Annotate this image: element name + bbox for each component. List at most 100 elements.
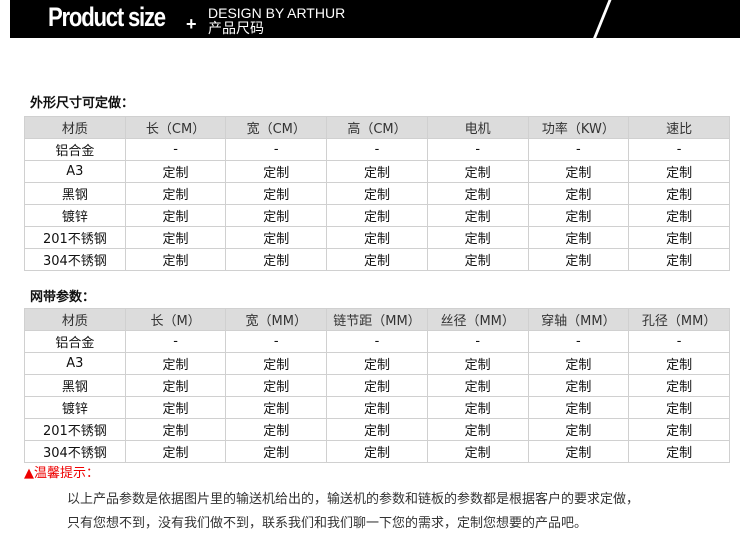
column-header: 功率（KW） [527,116,630,139]
column-header: 材质 [24,116,126,139]
table-cell: 定制 [326,396,428,419]
table-cell: 201不锈钢 [24,418,126,441]
table-cell: - [426,138,529,161]
slash-decoration [589,0,614,38]
table-row: 201不锈钢 定制 定制 定制 定制 定制 定制 [24,418,730,441]
note-line: 只有您想不到，没有我们做不到，联系我们和我们聊一下您的需求，定制您想要的产品吧。 [67,516,588,531]
table-cell: 定制 [225,396,328,419]
table-cell: - [124,138,227,161]
table-cell: - [628,138,730,161]
table-cell: 定制 [225,440,328,463]
table-cell: 定制 [628,374,730,397]
table-cell: 黑钢 [24,182,126,205]
table-cell: 定制 [628,440,730,463]
column-header: 长（M） [124,308,227,331]
table-cell: 铝合金 [24,138,126,161]
table-cell: 铝合金 [24,330,126,353]
table-cell: 定制 [426,182,529,205]
subtitle: 产品尺码 [208,20,264,36]
table-cell: 定制 [527,226,630,249]
table-row: A3 定制 定制 定制 定制 定制 定制 [24,352,730,375]
table-cell: 定制 [628,248,730,271]
section-title-dimensions: 外形尺寸可定做： [30,96,135,111]
warning-label: ▲温馨提示： [24,466,99,481]
table-row: 304不锈钢 定制 定制 定制 定制 定制 定制 [24,248,730,271]
table-cell: 定制 [426,204,529,227]
table-cell: 定制 [124,160,227,183]
table-cell: 定制 [527,182,630,205]
table-cell: 定制 [426,418,529,441]
column-header: 长（CM） [124,116,227,139]
table-row: 铝合金 - - - - - - [24,138,730,161]
table-cell: 定制 [124,226,227,249]
header-banner: Product size + DESIGN BY ARTHUR 产品尺码 [10,0,740,38]
note-line: 以上产品参数是依据图片里的输送机给出的，输送机的参数和链板的参数都是根据客户的要… [67,492,640,507]
table-row: 铝合金 - - - - - - [24,330,730,353]
table-cell: 定制 [326,248,428,271]
table-cell: 定制 [326,226,428,249]
table-cell: 定制 [124,418,227,441]
table-row: 镀锌 定制 定制 定制 定制 定制 定制 [24,204,730,227]
table-cell: 定制 [426,440,529,463]
table-cell: 定制 [225,182,328,205]
dimensions-table: 材质 长（CM） 宽（CM） 高（CM） 电机 功率（KW） 速比 铝合金 - - - - - - A3 定制… [24,116,730,271]
table-cell: 定制 [527,418,630,441]
table-cell: 定制 [628,396,730,419]
table-cell: 201不锈钢 [24,226,126,249]
table-cell: 定制 [628,418,730,441]
column-header: 高（CM） [326,116,428,139]
table-cell: 定制 [225,160,328,183]
table-cell: - [426,330,529,353]
table-cell: - [527,138,630,161]
table-cell: - [628,330,730,353]
table-row: 黑钢 定制 定制 定制 定制 定制 定制 [24,182,730,205]
table-cell: 定制 [426,374,529,397]
table-cell: 定制 [628,204,730,227]
table-cell: 定制 [628,182,730,205]
column-header: 链节距（MM） [326,308,428,331]
table-cell: 定制 [326,440,428,463]
column-header: 速比 [628,116,730,139]
table-cell: - [124,330,227,353]
table-cell: 定制 [124,374,227,397]
table-cell: 镀锌 [24,396,126,419]
table-cell: 定制 [326,182,428,205]
table-row: A3 定制 定制 定制 定制 定制 定制 [24,160,730,183]
table-row: 304不锈钢 定制 定制 定制 定制 定制 定制 [24,440,730,463]
table-cell: 定制 [426,226,529,249]
table-cell: - [225,330,328,353]
table-cell: 定制 [225,352,328,375]
table-cell: 定制 [628,226,730,249]
table-row: 黑钢 定制 定制 定制 定制 定制 定制 [24,374,730,397]
table-cell: 304不锈钢 [24,248,126,271]
table-cell: 镀锌 [24,204,126,227]
table-cell: 定制 [225,204,328,227]
header-row: 材质 长（M） 宽（MM） 链节距（MM） 丝径（MM） 穿轴（MM） 孔径（MM） [24,308,730,331]
table-cell: 定制 [527,374,630,397]
table-cell: 304不锈钢 [24,440,126,463]
table-cell: A3 [24,160,126,183]
table-cell: 定制 [326,204,428,227]
column-header: 孔径（MM） [628,308,730,331]
column-header: 宽（CM） [225,116,328,139]
design-line: DESIGN BY ARTHUR [208,5,346,21]
table-cell: - [326,330,428,353]
brand-title: Product size [48,2,166,32]
table-cell: 定制 [124,396,227,419]
column-header: 宽（MM） [225,308,328,331]
table-cell: 定制 [527,204,630,227]
table-cell: 定制 [326,374,428,397]
table-cell: 定制 [124,204,227,227]
table-cell: 定制 [527,248,630,271]
table-cell: 定制 [124,352,227,375]
table-cell: 定制 [225,418,328,441]
table-cell: 定制 [426,396,529,419]
table-cell: - [225,138,328,161]
table-cell: 定制 [124,182,227,205]
table-cell: 定制 [225,226,328,249]
table-cell: A3 [24,352,126,375]
table-cell: 定制 [326,418,428,441]
table-cell: 定制 [225,248,328,271]
table-cell: 黑钢 [24,374,126,397]
table-row: 201不锈钢 定制 定制 定制 定制 定制 定制 [24,226,730,249]
